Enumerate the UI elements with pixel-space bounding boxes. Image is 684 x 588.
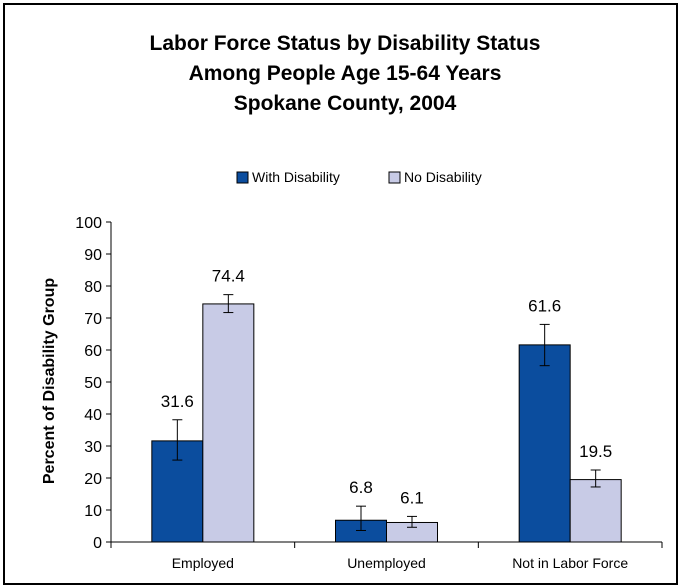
data-label-1-0: 74.4 [212, 267, 245, 286]
y-axis-label: Percent of Disability Group [41, 278, 58, 484]
y-tick-label-20: 20 [84, 471, 102, 488]
y-tick-label-60: 60 [84, 343, 102, 360]
title-line-3: Spokane County, 2004 [234, 92, 457, 115]
data-label-1-1: 6.1 [400, 488, 424, 507]
x-tick-label-2: Not in Labor Force [512, 555, 628, 571]
plot-area: 0 10 20 30 40 50 60 70 80 90 100 Employed 31.6 74.4 Un… [75, 215, 663, 571]
y-tick-label-100: 100 [75, 215, 102, 232]
data-label-1-2: 19.5 [579, 442, 612, 461]
bar-0-2 [518, 344, 571, 543]
y-tick-label-50: 50 [84, 375, 102, 392]
y-tick-label-80: 80 [84, 279, 102, 296]
legend-swatch-with-disability [236, 171, 249, 184]
x-tick-label-1: Unemployed [347, 555, 426, 571]
y-tick-label-10: 10 [84, 503, 102, 520]
y-tick-label-90: 90 [84, 247, 102, 264]
bar-1-0 [202, 303, 255, 543]
data-label-0-2: 61.6 [528, 296, 561, 315]
bar-1-2 [569, 479, 622, 543]
y-tick-label-70: 70 [84, 311, 102, 328]
legend-label-with-disability: With Disability [252, 169, 340, 185]
y-tick-label-30: 30 [84, 439, 102, 456]
legend: With Disability No Disability [236, 169, 482, 185]
title-line-2: Among People Age 15-64 Years [189, 62, 502, 85]
chart-title: Labor Force Status by Disability Status … [150, 32, 541, 115]
legend-label-no-disability: No Disability [404, 169, 482, 185]
y-tick-label-40: 40 [84, 407, 102, 424]
data-label-0-0: 31.6 [161, 392, 194, 411]
title-line-1: Labor Force Status by Disability Status [150, 32, 541, 55]
legend-swatch-no-disability [388, 171, 401, 184]
x-tick-label-0: Employed [172, 555, 234, 571]
data-label-0-1: 6.8 [349, 478, 373, 497]
y-tick-label-0: 0 [93, 535, 102, 552]
chart-svg: Labor Force Status by Disability Status … [41, 32, 663, 571]
chart-frame: Labor Force Status by Disability Status … [3, 3, 678, 585]
